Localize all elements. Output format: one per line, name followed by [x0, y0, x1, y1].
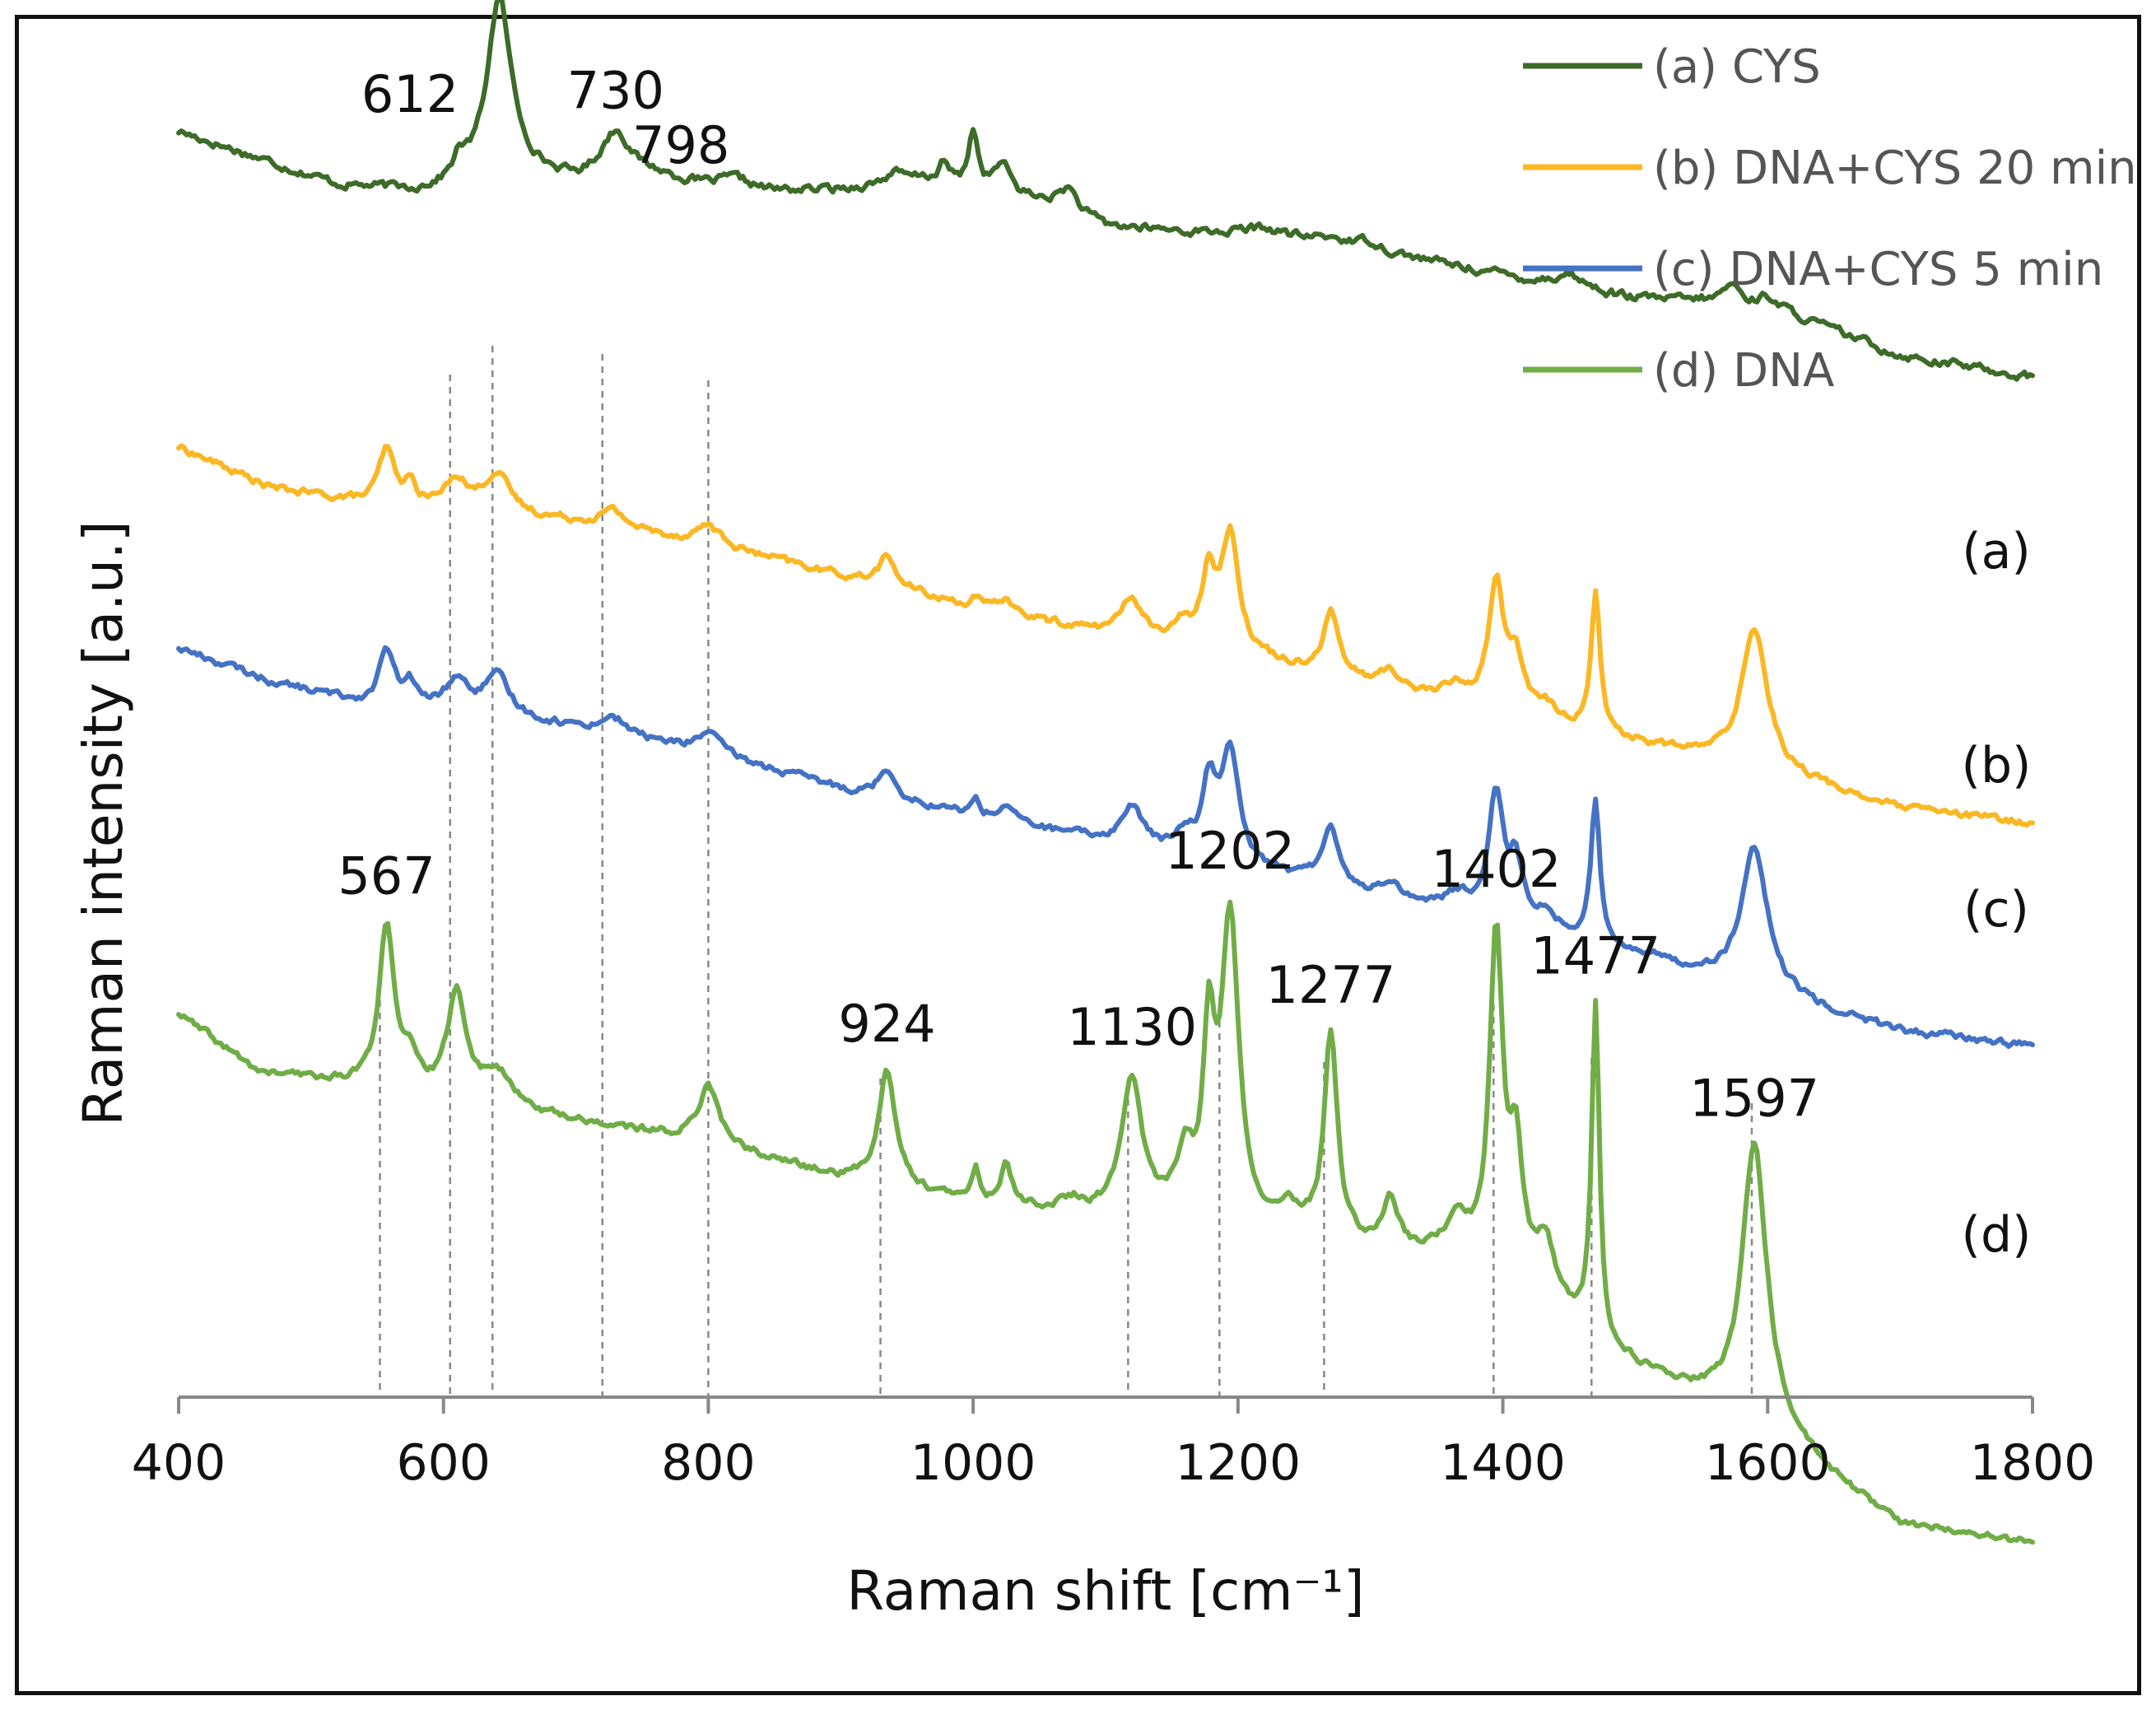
curve-label-c: (c): [1963, 881, 2029, 939]
series-line-c: [176, 645, 2035, 1049]
peak-label: 924: [838, 994, 935, 1054]
x-tick-label: 1800: [1970, 1434, 2096, 1492]
peak-label: 612: [361, 64, 459, 124]
curve-label-d: (d): [1962, 1206, 2032, 1264]
series-line-a: [176, 0, 2035, 382]
x-axis-ticks: 400 600 800 1000 1200 1400 1600 1800: [132, 1397, 2096, 1492]
legend-label-d: (d) DNA: [1653, 344, 1834, 398]
x-axis-title: Raman shift [cm⁻¹]: [846, 1559, 1364, 1623]
x-axis: 400 600 800 1000 1200 1400 1600 1800 Raman shif…: [132, 1395, 2096, 1623]
x-tick-label: 600: [396, 1434, 491, 1492]
figure-frame: [15, 15, 2141, 1695]
legend-label-a: (a) CYS: [1653, 40, 1821, 94]
peak-label: 1277: [1266, 955, 1396, 1015]
x-tick-label: 1400: [1440, 1434, 1566, 1492]
legend-label-b: (b) DNA+CYS 20 min: [1653, 142, 2137, 195]
x-tick-label: 1000: [910, 1434, 1036, 1492]
peak-label: 1402: [1432, 839, 1562, 899]
curve-labels: (a) (b) (c) (d): [1962, 523, 2032, 1264]
legend: (a) CYS (b) DNA+CYS 20 min (c) DNA+CYS 5 m…: [1523, 40, 2137, 398]
peak-label: 567: [338, 846, 435, 906]
series-line-b: [176, 443, 2035, 827]
peak-label: 798: [632, 115, 729, 175]
curve-label-a: (a): [1962, 523, 2031, 580]
peak-label: 1130: [1067, 997, 1197, 1057]
x-tick-label: 800: [661, 1434, 756, 1492]
peak-guide-lines: [379, 346, 1753, 1397]
x-tick-label: 1200: [1176, 1434, 1302, 1492]
peak-label: 1202: [1165, 821, 1295, 881]
x-tick-label: 1600: [1705, 1434, 1831, 1492]
series-line-d: [176, 899, 2035, 1545]
curve-label-b: (b): [1962, 737, 2032, 794]
spectra-series: [176, 0, 2035, 1545]
peak-label: 730: [567, 61, 664, 121]
peak-label: 1597: [1689, 1069, 1819, 1129]
y-axis-title: Raman intensity [a.u.]: [72, 520, 135, 1125]
peak-label: 1477: [1530, 926, 1660, 986]
peak-labels: 6426127307985679241130120212771402147715…: [338, 61, 1819, 1129]
legend-label-c: (c) DNA+CYS 5 min: [1653, 243, 2103, 296]
x-tick-label: 400: [132, 1434, 226, 1492]
